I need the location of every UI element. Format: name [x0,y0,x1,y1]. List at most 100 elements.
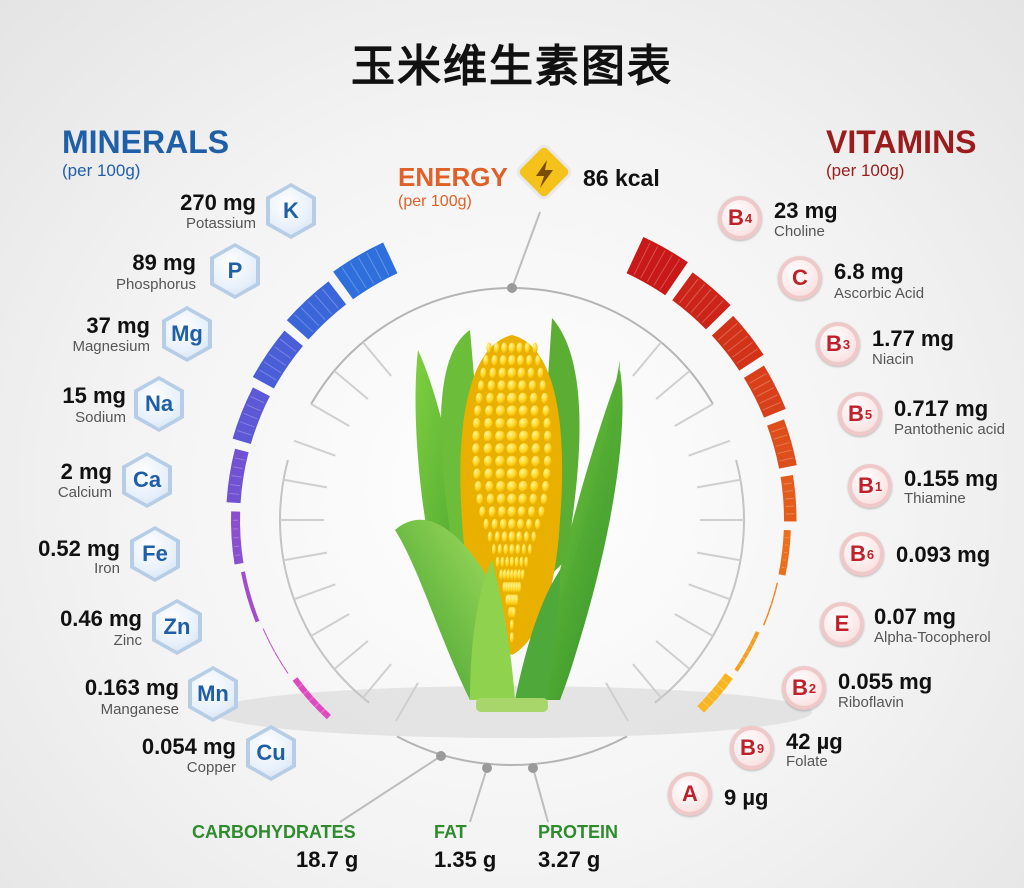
vitamin-letter: B [727,205,744,230]
kernel [516,531,523,543]
macro-dot [482,763,492,773]
mineral-name: Magnesium [72,338,150,355]
mineral-arc-stripe [366,252,382,280]
vitamin-amount: 6.8 mg [834,259,904,284]
kernel [516,342,523,354]
mineral-arc-stripe [314,294,332,315]
kernel [495,418,506,430]
kernel [495,455,506,467]
mineral-arc-stripe [232,466,243,470]
kernel [509,544,515,556]
kernel [496,493,506,505]
macro-dot [528,763,538,773]
vitamin-symbol: C [782,260,818,296]
kernel [507,380,517,392]
macro-value: 1.35 g [434,847,497,872]
mineral-arc-stripe [268,353,287,366]
kernel [479,506,486,518]
kernel [526,355,533,367]
energy-value: 86 kcal [583,165,660,191]
mineral-arc-stripe [318,707,327,716]
vitamin-name: Niacin [872,351,914,368]
kernel [531,531,537,543]
kernel [494,531,501,543]
kernel [527,367,535,379]
vitamin-subscript: 5 [864,406,873,422]
mineral-arc-stripe [358,257,375,284]
kernel [506,481,518,493]
vitamin-letter: B [791,675,808,700]
ring-tick [293,583,336,601]
kernel [480,367,487,379]
macro-label: CARBOHYDRATES [192,822,356,842]
kernel [484,405,494,417]
vitamin-arc-segment [672,272,731,330]
vitamin-arc-stripe [772,596,775,598]
mineral-amount: 0.163 mg [84,675,179,700]
vitamin-arc-stripe [749,373,767,384]
vitamin-letter: B [849,541,866,566]
vitamin-letter: E [834,611,850,636]
kernel [517,367,526,379]
kernel [513,569,518,581]
mineral-arc-stripe [312,701,321,709]
kernel [517,569,522,581]
kernel [528,506,536,518]
mineral-arc-stripe [250,396,265,404]
vitamin-name: Alpha-Tocopherol [874,629,991,646]
ring-tick [362,341,392,377]
mineral-amount: 270 mg [180,190,256,215]
kernel [506,455,518,467]
vitamin-subscript: 1 [874,478,883,494]
husk-leaf [470,560,515,700]
ring-tick [310,403,350,427]
mineral-symbol: Na [138,380,180,428]
kernel [518,493,528,505]
kernel [495,556,500,568]
ring-tick [293,439,336,457]
mineral-symbol-badge: K [266,183,316,239]
vitamin-arc-stripe [633,242,651,275]
mineral-name: Potassium [185,215,256,232]
vitamin-arc-stripe [722,329,743,346]
kernel [542,481,550,493]
kernel [519,443,529,455]
kernel [517,581,522,594]
macro-value: 3.27 g [538,847,601,872]
mineral-name: Copper [186,759,236,776]
vitamins-arc [626,237,797,713]
mineral-symbol: Cu [250,729,292,777]
mineral-arc-stripe [374,248,390,276]
kernel [501,342,508,354]
vitamin-name: Folate [786,753,828,770]
kernel [518,380,527,392]
vitamins-heading: VITAMINS [826,124,977,160]
kernel [476,493,484,505]
kernel [537,367,544,379]
energy-subheading: (per 100g) [398,193,472,210]
mineral-arc-stripe [258,369,277,381]
kernel [505,556,510,568]
kernel [483,355,489,367]
kernel [486,392,495,404]
mineral-arc-stripe [280,664,286,669]
vitamin-letter: B [857,473,874,498]
mineral-symbol-badge: P [210,243,260,299]
kernel [518,455,529,467]
kernel [521,544,527,556]
vitamin-badge: C [778,256,822,300]
kernel [530,405,540,417]
vitamin-arc-segment [697,673,733,713]
kernel [506,443,518,455]
ring-tick [395,682,419,722]
vitamin-name: Ascorbic Acid [834,285,925,302]
mineral-arc-stripe [243,412,258,420]
energy-label: ENERGY [398,162,508,192]
kernel [495,405,506,417]
mineral-arc-segment [231,511,244,565]
